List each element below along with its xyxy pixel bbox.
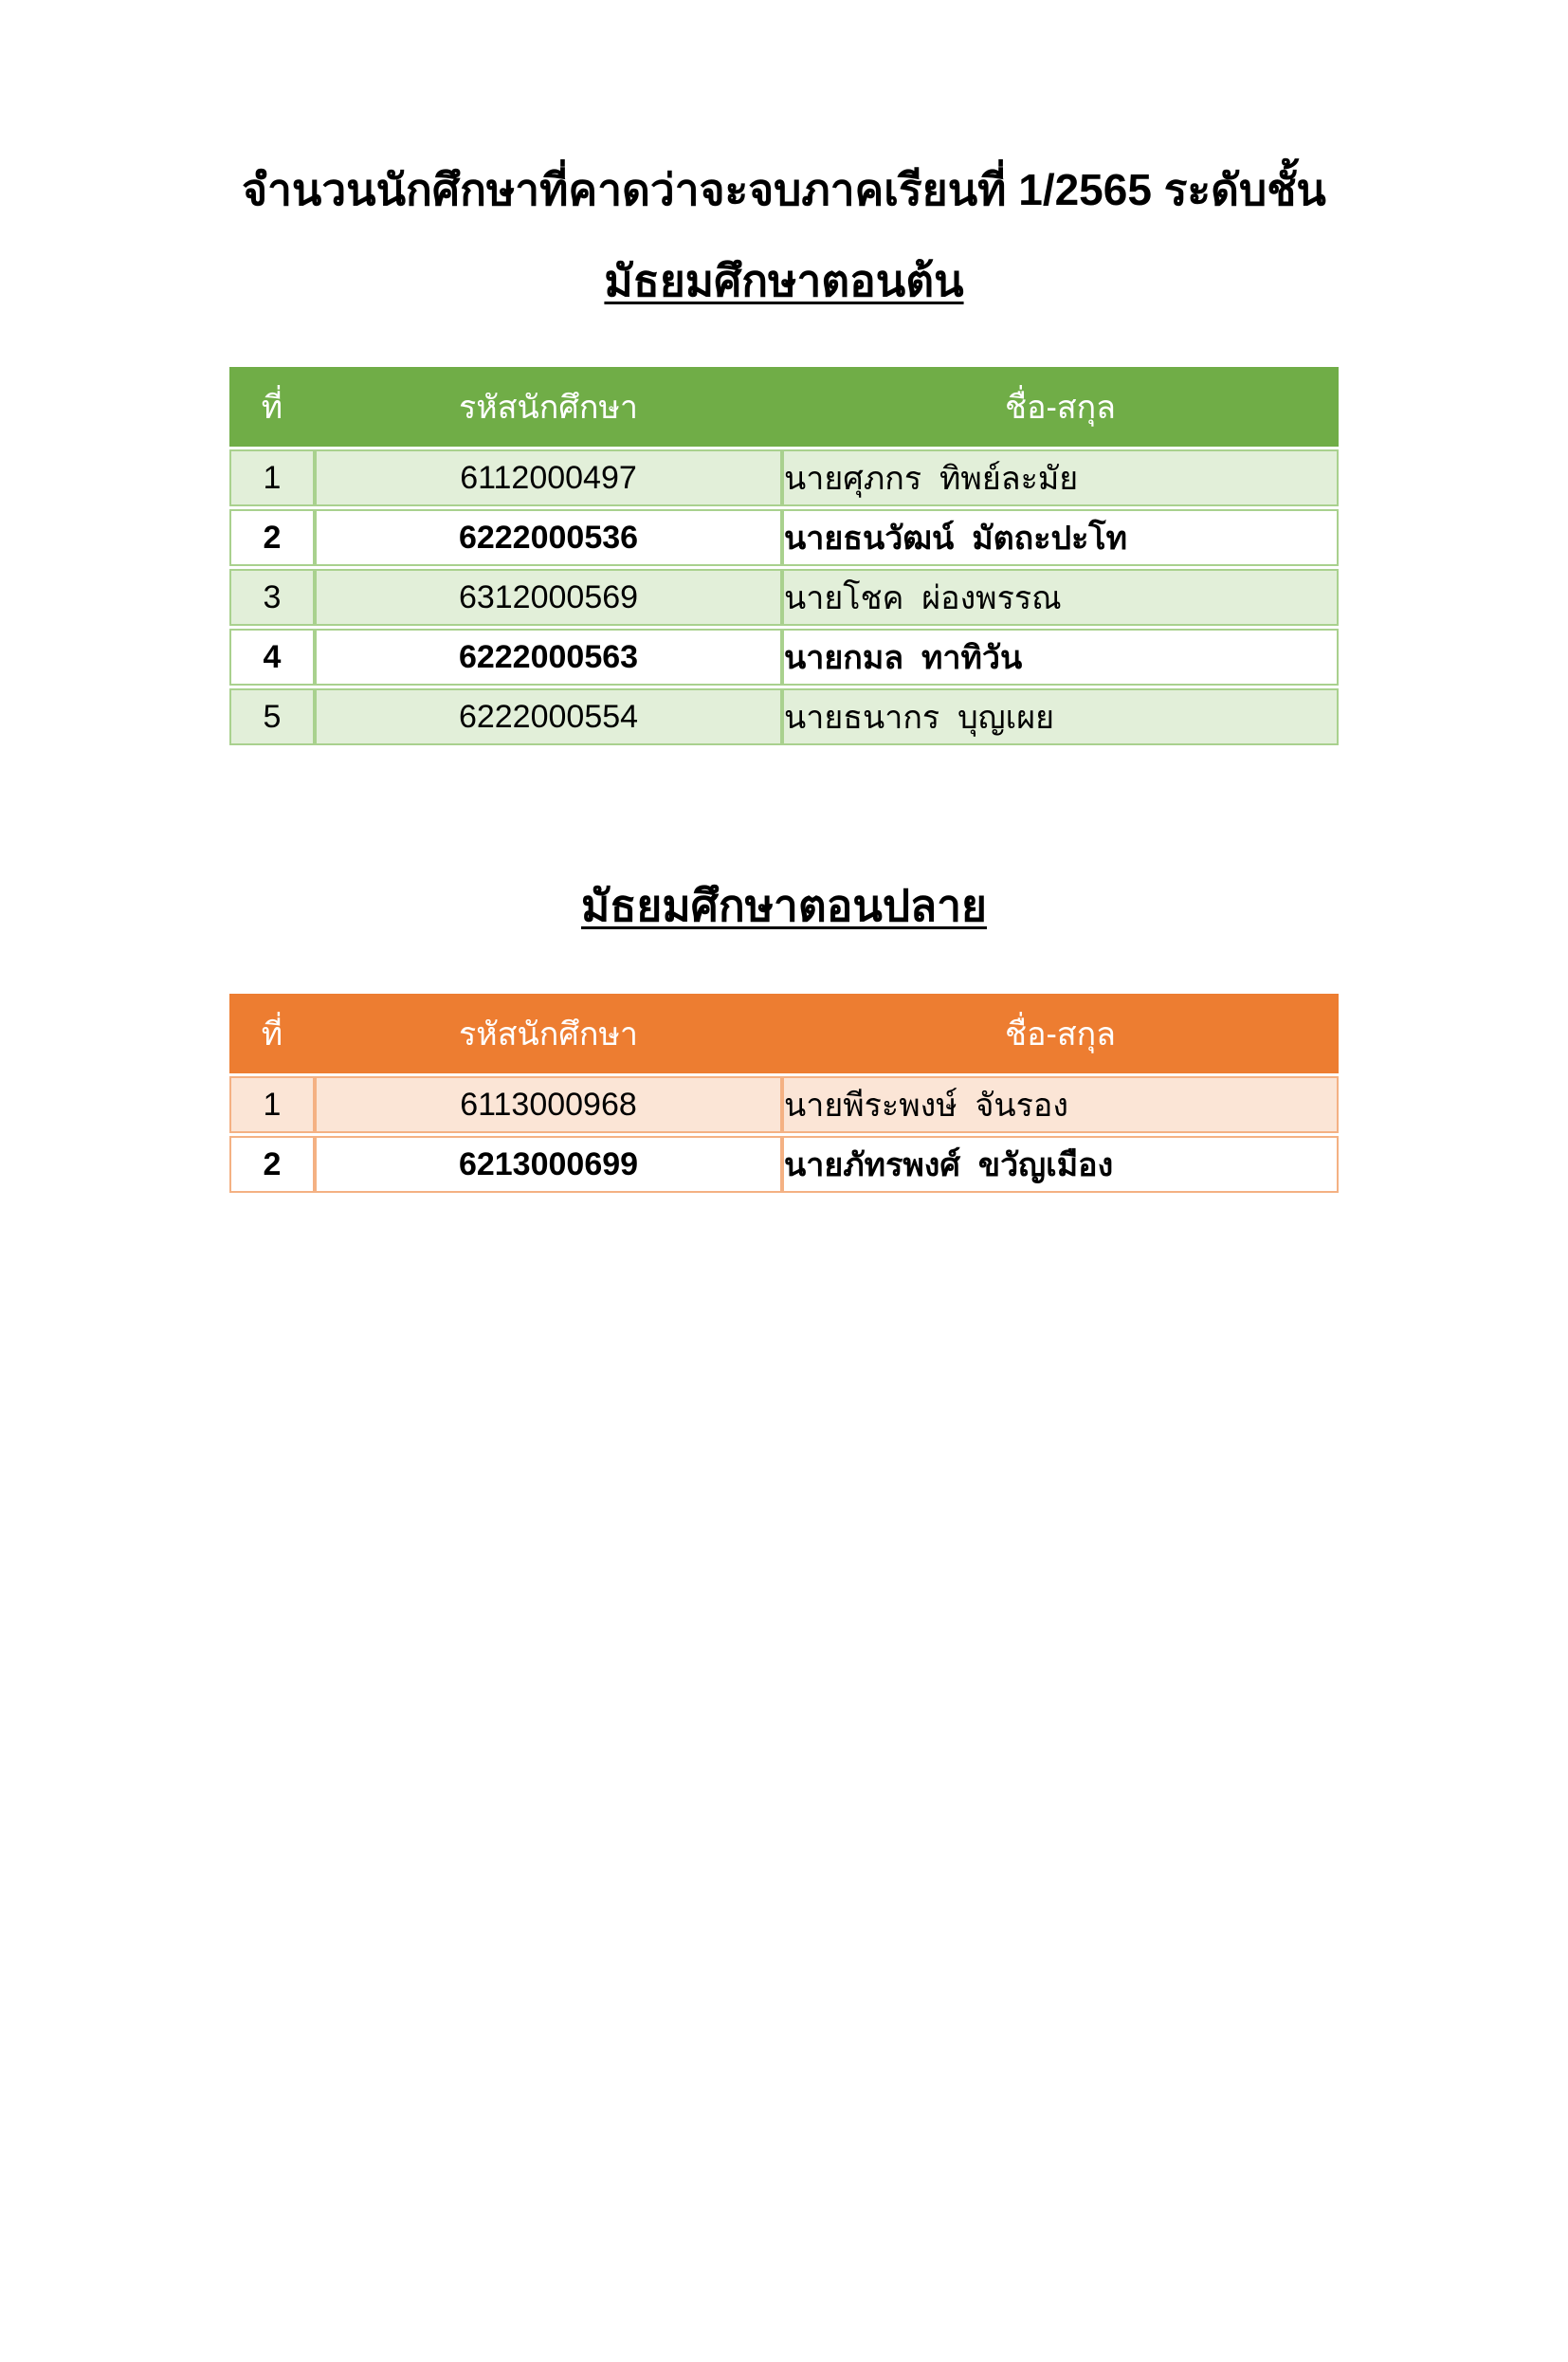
header-cell-student-id: รหัสนักศึกษา — [315, 994, 782, 1073]
no-cell: 5 — [229, 688, 315, 745]
student-id-cell: 6222000563 — [315, 629, 782, 686]
header-cell-no: ที่ — [229, 367, 315, 447]
table-row: 3 6312000569 นายโชค ผ่องพรรณ — [229, 569, 1339, 626]
no-cell: 2 — [229, 509, 315, 566]
student-id-cell: 6113000968 — [315, 1076, 782, 1133]
table-row: 1 6112000497 นายศุภกร ทิพย์ละมัย — [229, 449, 1339, 506]
no-cell: 1 — [229, 1076, 315, 1133]
table-header-row: ที่ รหัสนักศึกษา ชื่อ-สกุล — [229, 994, 1339, 1073]
table-row: 2 6213000699 นายภัทรพงศ์ ขวัญเมือง — [229, 1136, 1339, 1193]
student-id-cell: 6213000699 — [315, 1136, 782, 1193]
student-name-cell: นายภัทรพงศ์ ขวัญเมือง — [782, 1136, 1339, 1193]
no-cell: 3 — [229, 569, 315, 626]
student-id-cell: 6222000554 — [315, 688, 782, 745]
header-cell-name: ชื่อ-สกุล — [782, 994, 1339, 1073]
upper-secondary-table: ที่ รหัสนักศึกษา ชื่อ-สกุล 1 6113000968 … — [229, 991, 1339, 1196]
table-row: 5 6222000554 นายธนากร บุญเผย — [229, 688, 1339, 745]
no-cell: 4 — [229, 629, 315, 686]
student-name-cell: นายพีระพงษ์ จันรอง — [782, 1076, 1339, 1133]
student-id-cell: 6112000497 — [315, 449, 782, 506]
table-row: 2 6222000536 นายธนวัฒน์ มัตถะปะโท — [229, 509, 1339, 566]
header-cell-no: ที่ — [229, 994, 315, 1073]
student-id-cell: 6312000569 — [315, 569, 782, 626]
no-cell: 2 — [229, 1136, 315, 1193]
table-row: 4 6222000563 นายกมล ทาทิวัน — [229, 629, 1339, 686]
page-title-line1: จำนวนนักศึกษาที่คาดว่าจะจบภาคเรียนที่ 1/… — [242, 165, 1326, 214]
student-name-cell: นายศุภกร ทิพย์ละมัย — [782, 449, 1339, 506]
student-name-cell: นายธนากร บุญเผย — [782, 688, 1339, 745]
no-cell: 1 — [229, 449, 315, 506]
student-name-cell: นายโชค ผ่องพรรณ — [782, 569, 1339, 626]
table-header-row: ที่ รหัสนักศึกษา ชื่อ-สกุล — [229, 367, 1339, 447]
header-cell-student-id: รหัสนักศึกษา — [315, 367, 782, 447]
page-title: จำนวนนักศึกษาที่คาดว่าจะจบภาคเรียนที่ 1/… — [0, 144, 1568, 326]
header-cell-name: ชื่อ-สกุล — [782, 367, 1339, 447]
page-title-line2: มัธยมศึกษาตอนต้น — [604, 256, 964, 305]
student-name-cell: นายกมล ทาทิวัน — [782, 629, 1339, 686]
student-id-cell: 6222000536 — [315, 509, 782, 566]
lower-secondary-table: ที่ รหัสนักศึกษา ชื่อ-สกุล 1 6112000497 … — [229, 364, 1339, 748]
table-row: 1 6113000968 นายพีระพงษ์ จันรอง — [229, 1076, 1339, 1133]
section-title-upper-secondary: มัธยมศึกษาตอนปลาย — [581, 881, 987, 930]
student-name-cell: นายธนวัฒน์ มัตถะปะโท — [782, 509, 1339, 566]
